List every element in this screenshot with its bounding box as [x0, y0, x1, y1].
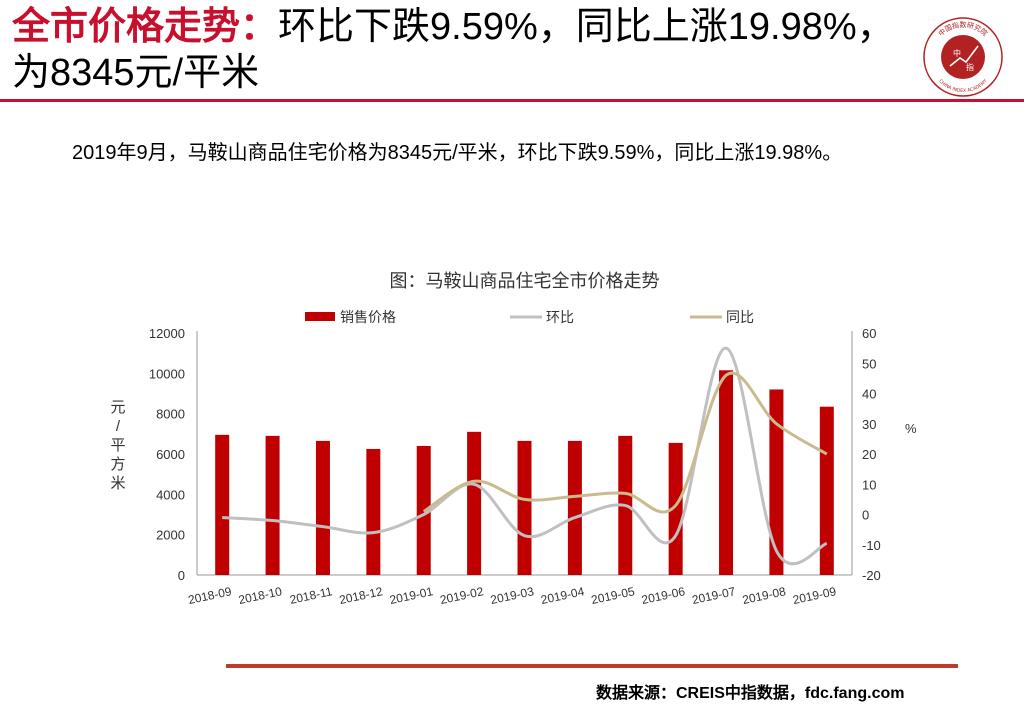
summary-text: 2019年9月，马鞍山商品住宅价格为8345元/平米，环比下跌9.59%，同比上…: [72, 142, 843, 164]
right-tick-label: -20: [862, 568, 881, 583]
bar-sales-price: [215, 434, 230, 575]
legend-label-sales-price: 销售价格: [340, 309, 396, 325]
bar-sales-price: [769, 389, 784, 575]
x-tick-label: 2019-02: [439, 584, 485, 607]
x-tick-label: 2018-10: [237, 584, 283, 607]
footer-divider: [226, 664, 958, 668]
line-mom: [222, 346, 828, 566]
x-tick-label: 2018-12: [338, 584, 384, 607]
x-tick-label: 2019-01: [388, 584, 434, 607]
bar-sales-price: [467, 431, 482, 575]
china-index-academy-logo: 中国指数研究院 CHINA INDEX ACADEMY 中 指: [923, 17, 1003, 97]
page-title: 全市价格走势：环比下跌9.59%，同比上涨19.98%，为8345元/平米: [12, 4, 912, 96]
x-tick-label: 2019-07: [691, 584, 737, 607]
right-tick-label: 40: [862, 387, 876, 402]
x-tick-label: 2018-09: [187, 584, 233, 607]
bar-sales-price: [315, 440, 330, 575]
left-tick-label: 2000: [156, 528, 185, 543]
x-tick-label: 2019-09: [791, 584, 837, 607]
data-source: 数据来源：CREIS中指数据，fdc.fang.com: [596, 685, 905, 702]
right-tick-label: 0: [862, 508, 869, 523]
title-highlight: 全市价格走势：: [12, 6, 279, 48]
left-tick-label: 6000: [156, 447, 185, 462]
legend-swatch-sales-price: [305, 312, 335, 321]
x-tick-label: 2018-11: [288, 584, 333, 607]
left-tick-label: 8000: [156, 407, 185, 422]
bar-sales-price: [366, 448, 381, 575]
x-tick-label: 2019-05: [590, 584, 636, 607]
left-tick-label: 12000: [149, 326, 185, 341]
bar-sales-price: [567, 440, 582, 575]
right-tick-label: 20: [862, 447, 876, 462]
right-tick-label: 50: [862, 356, 876, 371]
bar-sales-price: [819, 406, 834, 575]
legend-label-yoy: 同比: [726, 309, 754, 325]
bar-sales-price: [265, 435, 280, 575]
logo-center-bottom: 指: [966, 62, 974, 72]
logo-center-top: 中: [953, 48, 961, 58]
right-tick-label: 10: [862, 477, 876, 492]
bar-sales-price: [517, 440, 532, 575]
left-tick-label: 4000: [156, 487, 185, 502]
left-tick-label: 10000: [149, 366, 185, 381]
right-tick-label: 30: [862, 417, 876, 432]
chart-title: 图：马鞍山商品住宅全市价格走势: [390, 271, 660, 291]
right-tick-label: -10: [862, 538, 881, 553]
line-yoy: [422, 371, 828, 514]
left-axis-label: 元/平方米: [110, 399, 125, 492]
title-rest: 环比下跌9.59%，同比上涨19.98%，为8345元/平米: [12, 6, 895, 94]
bar-sales-price: [719, 370, 734, 575]
legend-label-mom: 环比: [546, 309, 574, 325]
x-tick-label: 2019-03: [489, 584, 535, 607]
right-axis-label: %: [905, 421, 917, 436]
x-tick-label: 2019-06: [640, 584, 686, 607]
left-tick-label: 0: [178, 568, 185, 583]
right-tick-label: 60: [862, 326, 876, 341]
x-tick-label: 2019-04: [540, 584, 586, 607]
x-tick-label: 2019-08: [741, 584, 787, 607]
title-divider: [0, 99, 1024, 102]
